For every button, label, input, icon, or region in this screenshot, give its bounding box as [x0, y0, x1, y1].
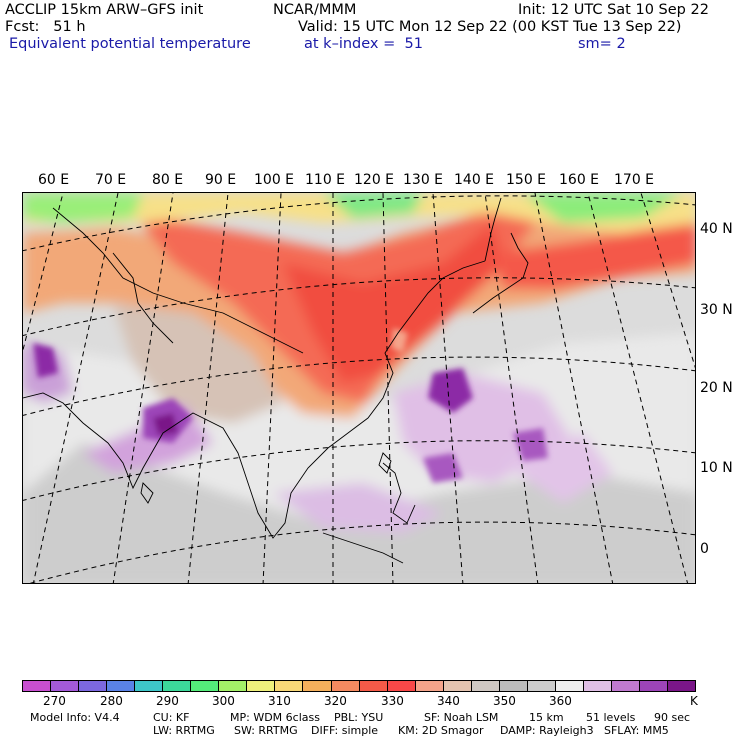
- colorbar-swatch: [471, 681, 500, 691]
- colorbar-label: 350: [493, 694, 516, 708]
- diffusion-option: DIFF: simple: [311, 724, 379, 737]
- lon-label: 130 E: [403, 172, 444, 188]
- colorbar-label: 290: [156, 694, 179, 708]
- lon-label: 90 E: [205, 172, 237, 188]
- lon-label: 140 E: [454, 172, 495, 188]
- colorbar-swatch: [527, 681, 556, 691]
- lat-label: 30 N: [700, 302, 733, 318]
- colorbar-swatch: [331, 681, 360, 691]
- surface-scheme: SF: Noah LSM: [424, 711, 499, 724]
- theta-e-map: [22, 192, 696, 584]
- shortwave-scheme: SW: RRTMG: [234, 724, 298, 737]
- lon-label: 60 E: [38, 172, 70, 188]
- timestep: 90 sec: [654, 711, 691, 724]
- lon-label: 160 E: [559, 172, 600, 188]
- lat-label: 40 N: [700, 221, 733, 237]
- colorbar-label: 270: [43, 694, 66, 708]
- colorbar-swatch: [135, 681, 164, 691]
- colorbar-label: 310: [268, 694, 291, 708]
- lon-label: 100 E: [254, 172, 295, 188]
- colorbar-swatch: [499, 681, 528, 691]
- smoothing-value: sm= 2: [578, 36, 626, 52]
- level-index: at k–index = 51: [304, 36, 423, 52]
- km-option: KM: 2D Smagor: [398, 724, 484, 737]
- colorbar-swatch: [640, 681, 669, 691]
- field-name: Equivalent potential temperature: [9, 36, 251, 52]
- colorbar-label: 360: [549, 694, 572, 708]
- lon-label: 70 E: [95, 172, 127, 188]
- forecast-hour: Fcst: 51 h: [5, 19, 86, 35]
- colorbar-swatch: [275, 681, 304, 691]
- colorbar-label: 280: [100, 694, 123, 708]
- colorbar: [22, 680, 696, 692]
- lon-label: 170 E: [614, 172, 655, 188]
- lon-label: 80 E: [152, 172, 184, 188]
- model-title: ACCLIP 15km ARW–GFS init: [5, 2, 204, 18]
- colorbar-swatch: [247, 681, 276, 691]
- valid-time: Valid: 15 UTC Mon 12 Sep 22 (00 KST Tue …: [298, 19, 682, 35]
- graticule: [23, 193, 695, 583]
- colorbar-swatch: [163, 681, 192, 691]
- center-label: NCAR/MMM: [273, 2, 357, 18]
- map-canvas: [23, 193, 695, 583]
- surface-layer-option: SFLAY: MM5: [604, 724, 669, 737]
- colorbar-unit: K: [690, 694, 698, 708]
- field-fill: [23, 193, 695, 583]
- colorbar-swatch: [303, 681, 332, 691]
- longwave-scheme: LW: RRTMG: [153, 724, 215, 737]
- lon-label: 150 E: [506, 172, 547, 188]
- colorbar-swatch: [387, 681, 416, 691]
- colorbar-label: 300: [212, 694, 235, 708]
- cumulus-scheme: CU: KF: [153, 711, 190, 724]
- init-time: Init: 12 UTC Sat 10 Sep 22: [518, 2, 709, 18]
- model-info: Model Info: V4.4: [30, 711, 120, 724]
- grid-spacing: 15 km: [529, 711, 564, 724]
- pbl-scheme: PBL: YSU: [334, 711, 384, 724]
- colorbar-swatch: [668, 681, 696, 691]
- colorbar-swatch: [51, 681, 80, 691]
- microphysics-scheme: MP: WDM 6class: [230, 711, 320, 724]
- colorbar-swatch: [23, 681, 52, 691]
- colorbar-swatch: [583, 681, 612, 691]
- colorbar-swatch: [415, 681, 444, 691]
- vertical-levels: 51 levels: [586, 711, 636, 724]
- lat-label: 0: [700, 541, 709, 557]
- colorbar-swatch: [443, 681, 472, 691]
- colorbar-label: 330: [381, 694, 404, 708]
- colorbar-swatch: [107, 681, 136, 691]
- damping-option: DAMP: Rayleigh3: [500, 724, 594, 737]
- colorbar-label: 320: [324, 694, 347, 708]
- lat-label: 10 N: [700, 460, 733, 476]
- colorbar-swatch: [611, 681, 641, 691]
- colorbar-swatch: [219, 681, 248, 691]
- colorbar-swatch: [191, 681, 220, 691]
- colorbar-label: 340: [437, 694, 460, 708]
- lon-label: 110 E: [305, 172, 346, 188]
- colorbar-swatch: [555, 681, 584, 691]
- colorbar-swatch: [359, 681, 388, 691]
- lat-label: 20 N: [700, 380, 733, 396]
- colorbar-swatch: [79, 681, 108, 691]
- field-maxima: [33, 328, 548, 483]
- lon-label: 120 E: [354, 172, 395, 188]
